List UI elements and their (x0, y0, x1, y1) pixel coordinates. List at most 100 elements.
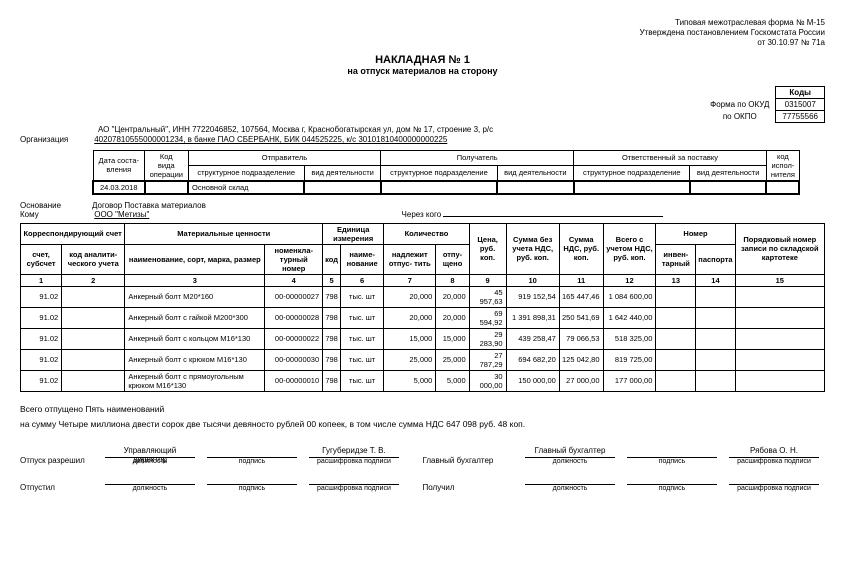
col-hdr: Всего с учетом НДС, руб. коп. (603, 223, 656, 274)
cell: 150 000,00 (506, 370, 559, 391)
col-grp: Единица измерения (323, 223, 384, 244)
cell (735, 328, 824, 349)
sig-line: Управляющийдиректор (105, 446, 195, 458)
col-hdr: Сумма без учета НДС, руб. коп. (506, 223, 559, 274)
cell (735, 286, 824, 307)
hdr-sender: Отправитель (188, 150, 381, 165)
komu-label: Кому (20, 210, 92, 219)
form-code-block: Типовая межотраслевая форма № М-15 Утвер… (20, 18, 825, 48)
doc-subtitle: на отпуск материалов на сторону (20, 66, 825, 76)
signatures: Отпуск разрешил Управляющийдиректор долж… (20, 446, 825, 492)
cell: 15,000 (384, 328, 436, 349)
codes-hdr: Коды (776, 87, 825, 99)
codes-table: Коды Форма по ОКУД0315007 по ОКПО7775556… (704, 86, 825, 123)
col-hdr: наименование, сорт, марка, размер (125, 244, 265, 274)
sig-line (309, 473, 399, 485)
cell (62, 349, 125, 370)
cell (656, 349, 696, 370)
totals-block: Всего отпущено Пять наименований на сумм… (20, 402, 825, 433)
sig-otpusk-razreshil: Отпуск разрешил (20, 456, 99, 465)
cell: 20,000 (436, 286, 469, 307)
cell: 45 957,63 (469, 286, 506, 307)
cell (735, 307, 824, 328)
okud-label: Форма по ОКУД (704, 99, 776, 111)
cell: 00-00000028 (265, 307, 323, 328)
cell: 20,000 (384, 307, 436, 328)
sig-cap: подпись (207, 458, 297, 465)
form-code-l3: от 30.10.97 № 71а (20, 38, 825, 48)
org-line1: АО "Центральный", ИНН 7722046852, 107564… (20, 125, 825, 135)
cell: 5,000 (384, 370, 436, 391)
col-hdr: инвен- тарный (656, 244, 696, 274)
hdr-sub: вид деятельности (304, 165, 380, 181)
cell: 1 391 898,31 (506, 307, 559, 328)
cell: 91.02 (21, 349, 62, 370)
sig-cap: должность (105, 485, 195, 492)
sig-otpustil: Отпустил (20, 483, 99, 492)
cell: 30 000,00 (469, 370, 506, 391)
cell: 25,000 (384, 349, 436, 370)
cell (62, 370, 125, 391)
hdr-receiver: Получатель (381, 150, 574, 165)
col-hdr: паспорта (696, 244, 735, 274)
cell: 1 642 440,00 (603, 307, 656, 328)
sig-cap: должность (525, 458, 615, 465)
cell: 798 (323, 349, 341, 370)
cherez-line (443, 216, 663, 217)
hdr-responsible: Ответственный за поставку (574, 150, 767, 165)
col-grp: Материальные ценности (125, 223, 323, 244)
table-row: 91.02Анкерный болт с кольцом М16*13000-0… (21, 328, 825, 349)
cell: 91.02 (21, 307, 62, 328)
table-row: 91.02Анкерный болт с гайкой М200*30000-0… (21, 307, 825, 328)
table-row: 91.02Анкерный болт с крюком М16*13000-00… (21, 349, 825, 370)
cell: 798 (323, 307, 341, 328)
col-num: 10 (506, 274, 559, 286)
cell: тыс. шт (341, 307, 384, 328)
col-hdr: Сумма НДС, руб. коп. (559, 223, 603, 274)
cell (696, 328, 735, 349)
sig-line (627, 473, 717, 485)
sig-cap: должность (105, 458, 195, 465)
sig-cap: расшифровка подписи (309, 485, 399, 492)
osn-val: Договор Поставка материалов (92, 201, 206, 210)
sig-cap: расшифровка подписи (309, 458, 399, 465)
cell (696, 286, 735, 307)
cell: Анкерный болт с крюком М16*130 (125, 349, 265, 370)
sig-line (525, 473, 615, 485)
cell: 165 447,46 (559, 286, 603, 307)
col-num: 2 (62, 274, 125, 286)
hdr-sub: вид деятельности (497, 165, 573, 181)
cell: Анкерный болт с кольцом М16*130 (125, 328, 265, 349)
cell (735, 349, 824, 370)
sig-line (207, 446, 297, 458)
form-code-l2: Утверждена постановлением Госкомстата Ро… (20, 28, 825, 38)
col-hdr: код аналити- ческого учета (62, 244, 125, 274)
sig-line (729, 473, 819, 485)
hdr-sub: структурное подразделение (574, 165, 690, 181)
col-hdr: Цена, руб. коп. (469, 223, 506, 274)
cell: тыс. шт (341, 349, 384, 370)
cell: 250 541,69 (559, 307, 603, 328)
totals-l1: Всего отпущено Пять наименований (20, 402, 825, 417)
col-hdr: надлежит отпус- тить (384, 244, 436, 274)
cherez-label: Через кого (402, 210, 442, 219)
cell: Анкерный болт с прямоугольным крюком М16… (125, 370, 265, 391)
cell: 20,000 (436, 307, 469, 328)
hdr-sub: структурное подразделение (381, 165, 497, 181)
cell: 919 152,54 (506, 286, 559, 307)
cell (62, 307, 125, 328)
hdr-opcode: Кодвидаоперации (145, 150, 189, 181)
col-num: 3 (125, 274, 265, 286)
cell (696, 370, 735, 391)
cell: 91.02 (21, 370, 62, 391)
sig-cap: подпись (207, 485, 297, 492)
table-row: 91.02Анкерный болт М20*16000-00000027798… (21, 286, 825, 307)
cell (656, 307, 696, 328)
cell: 819 725,00 (603, 349, 656, 370)
okpo-label: по ОКПО (704, 111, 776, 123)
cell: 125 042,80 (559, 349, 603, 370)
col-hdr: код (323, 244, 341, 274)
col-num: 11 (559, 274, 603, 286)
cell: 91.02 (21, 286, 62, 307)
org-label: Организация (20, 135, 92, 145)
